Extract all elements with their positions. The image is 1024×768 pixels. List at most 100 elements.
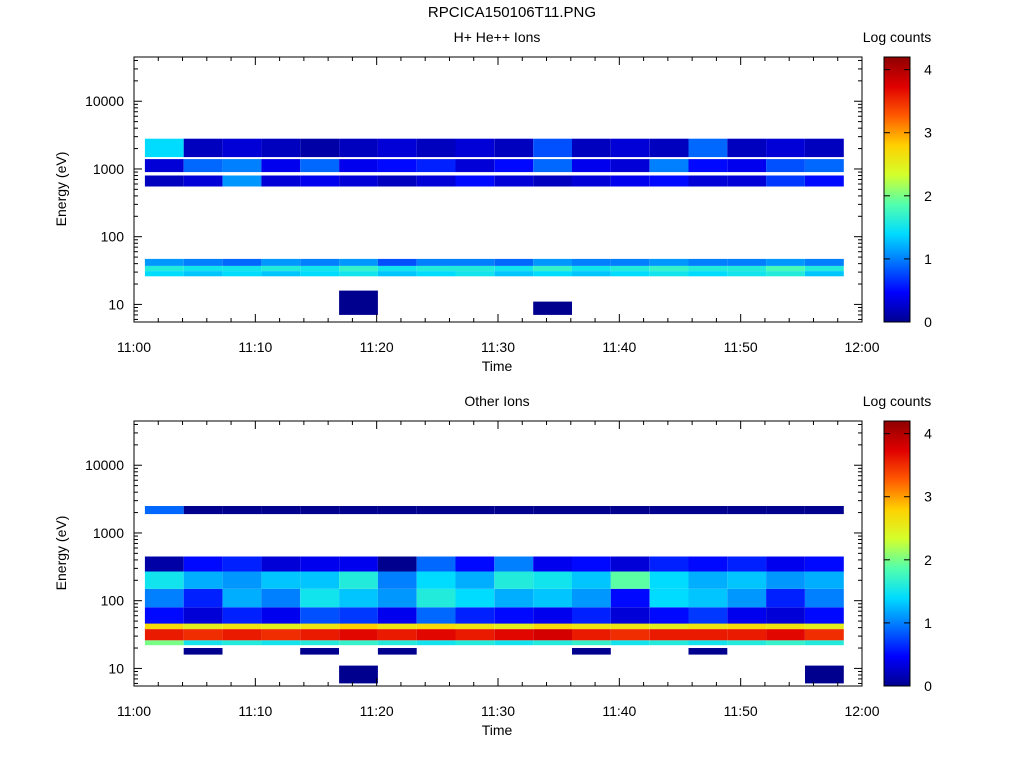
spectrogram-cell (377, 623, 417, 630)
spectrogram-cell (416, 258, 456, 266)
spectrogram-cell (805, 271, 844, 277)
spectrogram-cell (261, 506, 301, 515)
spectrogram-cell (766, 175, 805, 187)
x-tick-label: 11:30 (481, 703, 515, 719)
spectrogram-cell (688, 629, 728, 641)
spectrogram-cell (494, 623, 534, 630)
spectrogram-cell (688, 588, 728, 608)
y-axis-label: Energy (eV) (53, 516, 69, 591)
spectrogram-cell (455, 159, 495, 173)
spectrogram-cell (455, 271, 495, 277)
x-axis-label: Time (482, 358, 513, 374)
spectrogram-cell (144, 629, 184, 641)
spectrogram-cell (183, 271, 223, 277)
spectrogram-cell (727, 258, 767, 266)
spectrogram-cell (572, 556, 611, 572)
colorbar-tick-label: 2 (924, 188, 932, 204)
spectrogram-cell (261, 265, 301, 272)
colorbar-label: Log counts (863, 393, 932, 409)
spectrogram-cell (533, 556, 572, 572)
spectrogram-cell (377, 629, 417, 641)
spectrogram-cell (727, 271, 767, 277)
spectrogram-cell (144, 175, 184, 187)
spectrogram-cell (494, 258, 534, 266)
spectrogram-cell (183, 556, 223, 572)
spectrogram-cell (727, 159, 767, 173)
spectrogram-cell (572, 623, 611, 630)
spectrogram-cell (610, 629, 650, 641)
spectrogram-cell (572, 138, 611, 158)
spectrogram-cell (766, 271, 805, 277)
spectrogram-cells (144, 506, 844, 684)
y-tick-label: 10 (108, 660, 124, 676)
colorbar-label: Log counts (863, 29, 932, 45)
y-tick-label: 100 (101, 229, 125, 245)
spectrogram-cell (572, 258, 611, 266)
spectrogram-cell (144, 271, 184, 277)
spectrogram-cell (300, 506, 339, 515)
spectrogram-cell (416, 265, 456, 272)
spectrogram-cell (377, 138, 417, 158)
y-tick-label: 100 (101, 593, 125, 609)
spectrogram-cell (805, 665, 844, 684)
spectrogram-cell (455, 607, 495, 624)
spectrogram-cell (688, 640, 728, 646)
spectrogram-cell (416, 640, 456, 646)
spectrogram-cell (494, 607, 534, 624)
spectrogram-cell (222, 571, 262, 589)
spectrogram-cell (222, 265, 262, 272)
spectrogram-cell (339, 629, 378, 641)
spectrogram-cell (377, 265, 417, 272)
spectrogram-cell (377, 506, 417, 515)
panel-title: H+ He++ Ions (454, 29, 541, 45)
spectrogram-cell (377, 607, 417, 624)
spectrogram-cell (222, 506, 262, 515)
spectrogram-cell (261, 640, 301, 646)
spectrogram-cell (766, 623, 805, 630)
spectrogram-cell (183, 623, 223, 630)
spectrogram-cell (649, 588, 689, 608)
spectrogram-cell (222, 640, 262, 646)
spectrogram-cell (533, 301, 572, 315)
spectrogram-cell (222, 629, 262, 641)
figure-title: RPCICA150106T11.PNG (427, 4, 597, 21)
spectrogram-cell (533, 607, 572, 624)
spectrogram-cell (805, 265, 844, 272)
spectrogram-cell (805, 588, 844, 608)
spectrogram-cell (688, 265, 728, 272)
spectrogram-cell (339, 506, 378, 515)
spectrogram-cell (688, 159, 728, 173)
spectrogram-cell (377, 258, 417, 266)
spectrogram-cell (494, 175, 534, 187)
x-tick-label: 11:50 (724, 703, 758, 719)
spectrogram-cell (688, 506, 728, 515)
spectrogram-cell (533, 175, 572, 187)
spectrogram-cell (766, 588, 805, 608)
spectrogram-cell (455, 623, 495, 630)
spectrogram-cell (688, 138, 728, 158)
spectrogram-cell (377, 640, 417, 646)
spectrogram-cell (222, 623, 262, 630)
spectrogram-cell (610, 271, 650, 277)
colorbar-gradient (883, 420, 911, 687)
spectrogram-cell (455, 571, 495, 589)
spectrogram-cell (261, 175, 301, 187)
x-tick-label: 11:20 (360, 339, 394, 355)
colorbar-tick-label: 0 (924, 314, 932, 330)
spectrogram-cell (766, 607, 805, 624)
x-axis: 11:00 11:10 11:20 11:30 11:40 11:50 12:00 (117, 57, 880, 355)
x-tick-label: 11:30 (481, 339, 515, 355)
spectrogram-cell (649, 607, 689, 624)
spectrogram-cell (649, 556, 689, 572)
spectrogram-cell (144, 588, 184, 608)
spectrogram-cell (416, 623, 456, 630)
x-tick-label: 11:00 (117, 703, 151, 719)
spectrogram-cell (610, 175, 650, 187)
spectrogram-cell (805, 138, 844, 158)
spectrogram-cell (688, 571, 728, 589)
spectrogram-cell (339, 290, 378, 315)
spectrogram-cell (339, 623, 378, 630)
spectrogram-cell (377, 571, 417, 589)
spectrogram-cell (727, 138, 767, 158)
spectrogram-cell (572, 175, 611, 187)
